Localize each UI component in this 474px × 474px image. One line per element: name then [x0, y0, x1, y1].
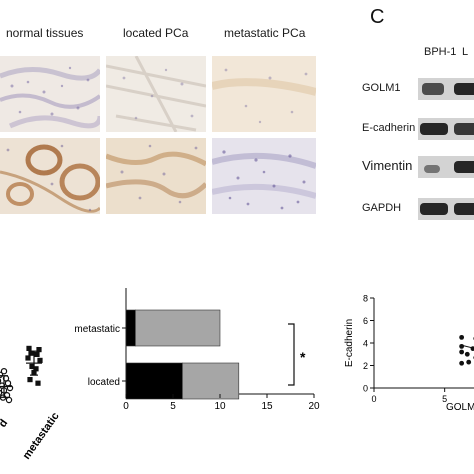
x-tick-label: 0	[371, 394, 376, 404]
dot-point	[27, 377, 33, 383]
dot-plot-marks	[0, 345, 43, 404]
dot-point	[5, 396, 13, 404]
scatter-point	[464, 351, 470, 357]
protein-label-golm1: GOLM1	[362, 82, 401, 94]
ihc-image-located-row2	[106, 138, 206, 214]
ihc-image-metastatic-row2	[212, 138, 316, 214]
bar-chart-plot: metastatic located 0 5 10 15 20 *	[74, 288, 320, 412]
x-tick-label: 5	[170, 401, 176, 412]
lane-label-bph1: BPH-1	[424, 46, 457, 58]
blot-strip-vimentin	[418, 156, 474, 178]
dot-point	[36, 347, 42, 353]
bar-segment	[125, 362, 183, 400]
ihc-image-located-row1	[106, 56, 206, 132]
dot-point	[0, 371, 4, 378]
x-tick-label: 15	[261, 401, 273, 412]
dot-point	[33, 366, 39, 372]
col-header-metastatic: metastatic PCa	[224, 26, 306, 40]
blot-band	[420, 123, 448, 135]
blot-strip-ecadherin	[418, 118, 474, 140]
protein-label-vimentin: Vimentin	[362, 158, 413, 173]
blot-strip-gapdh	[418, 198, 474, 220]
bar-segment	[125, 309, 136, 347]
y-axis-label: E-cadherin	[344, 319, 355, 367]
x-tick-label: 20	[308, 401, 320, 412]
scatter-point	[466, 359, 472, 365]
y-tick-label: metastatic	[74, 324, 120, 335]
col-header-normal: normal tissues	[6, 26, 84, 40]
scatter-point	[459, 334, 465, 340]
x-axis-label: GOLM	[446, 402, 474, 412]
dot-plot-chart: d metastatic	[0, 345, 60, 462]
scatter-point	[459, 360, 465, 366]
dot-point	[34, 351, 40, 357]
dot-point	[0, 367, 8, 375]
x-tick-label: 5	[442, 394, 447, 404]
dot-point	[35, 380, 41, 386]
dot-point	[25, 355, 31, 361]
blot-band	[422, 83, 444, 95]
dot-point	[0, 389, 3, 396]
stacked-bar-chart: metastatic located 0 5 10 15 20 *	[74, 288, 320, 412]
blot-band	[454, 161, 474, 173]
dot-point	[29, 363, 35, 369]
y-tick-label: located	[88, 377, 120, 388]
col-header-located: located PCa	[123, 26, 189, 40]
ihc-image-normal-row1	[0, 56, 100, 132]
y-tick-label: 8	[363, 294, 368, 304]
bar-segment	[182, 362, 240, 400]
ihc-image-normal-row2	[0, 138, 100, 214]
significance-star: *	[300, 349, 306, 365]
blot-band	[454, 203, 474, 215]
scatter-plot: 0 2 4 6 8 0 5 E-cadherin GOLM	[344, 294, 474, 412]
protein-label-ecadherin: E-cadherin	[362, 122, 416, 134]
dot-point	[37, 357, 43, 363]
scatter-point	[459, 343, 465, 349]
panel-letter: C	[370, 6, 385, 28]
y-tick-label: 2	[363, 361, 368, 371]
significance-bracket	[288, 323, 295, 386]
trend-line	[461, 344, 474, 349]
dot-point	[28, 350, 34, 356]
dot-plot-tick-label: d	[0, 417, 10, 429]
protein-label-gapdh: GAPDH	[362, 202, 402, 214]
dot-point	[0, 378, 2, 384]
y-tick-label: 0	[363, 384, 368, 394]
dot-point	[26, 345, 32, 351]
x-tick-label: 0	[123, 401, 129, 412]
y-tick-label: 6	[363, 316, 368, 326]
blot-band	[420, 203, 448, 215]
x-tick-label: 10	[214, 401, 226, 412]
ihc-image-metastatic-row1	[212, 56, 316, 132]
lane-label-second: L	[462, 46, 469, 58]
correlation-scatter-chart: 0 2 4 6 8 0 5 E-cadherin GOLM	[344, 294, 474, 412]
dot-plot-tick-label: metastatic	[21, 410, 60, 461]
scatter-point	[459, 349, 465, 355]
y-tick-label: 4	[363, 339, 368, 349]
bar-segment	[135, 309, 221, 347]
blot-strip-golm1	[418, 78, 474, 100]
blot-band	[424, 165, 440, 173]
dot-point	[6, 384, 14, 392]
blot-band	[454, 123, 474, 135]
blot-band	[454, 83, 474, 95]
